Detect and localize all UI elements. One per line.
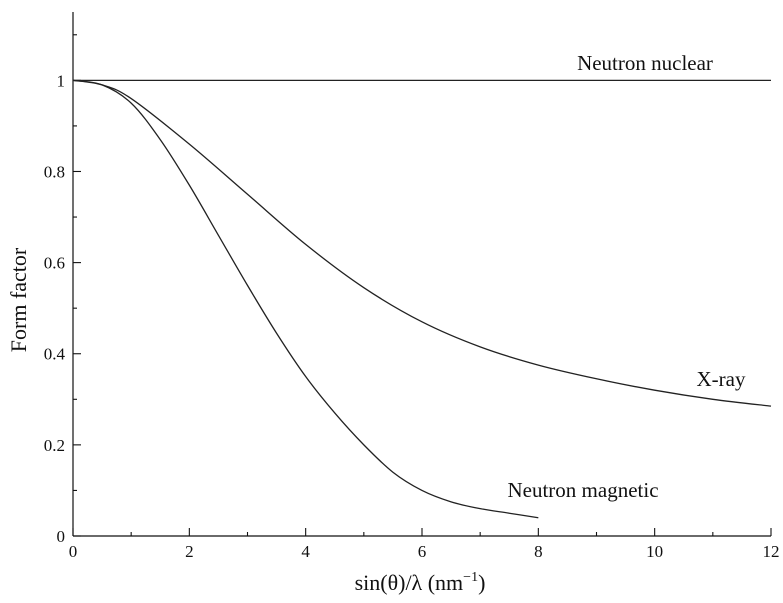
ticks — [72, 34, 772, 537]
y-tick-label: 1 — [57, 71, 66, 90]
x-axis-title-main: sin(θ)/λ (nm — [355, 570, 464, 595]
x-ray-label: X-ray — [697, 367, 746, 391]
series-labels: Neutron nuclear X-ray Neutron magnetic — [507, 51, 745, 502]
tick-labels: 0 2 4 6 8 10 12 0 0.2 0.4 0.6 0.8 1 — [44, 71, 780, 561]
y-tick-label: 0.4 — [44, 345, 66, 364]
x-tick-label: 6 — [418, 542, 427, 561]
y-axis-title: Form factor — [6, 247, 31, 352]
x-axis-title: sin(θ)/λ (nm−1) — [355, 570, 486, 595]
x-ray-line — [72, 79, 772, 407]
neutron-magnetic-label: Neutron magnetic — [507, 478, 658, 502]
x-axis-title-suffix: ) — [478, 570, 485, 595]
x-tick-label: 12 — [763, 542, 780, 561]
x-tick-label: 4 — [301, 542, 310, 561]
x-tick-label: 8 — [534, 542, 543, 561]
y-tick-label: 0.2 — [44, 436, 65, 455]
neutron-magnetic-line — [72, 79, 539, 519]
y-tick-label: 0 — [57, 527, 66, 546]
neutron-nuclear-label: Neutron nuclear — [577, 51, 713, 75]
x-tick-label: 0 — [69, 542, 78, 561]
y-tick-label: 0.8 — [44, 162, 65, 181]
x-tick-label: 10 — [646, 542, 663, 561]
axes — [72, 12, 771, 537]
x-tick-label: 2 — [185, 542, 194, 561]
x-axis-title-superscript: −1 — [463, 570, 478, 585]
series-lines — [72, 79, 772, 519]
y-tick-label: 0.6 — [44, 254, 65, 273]
